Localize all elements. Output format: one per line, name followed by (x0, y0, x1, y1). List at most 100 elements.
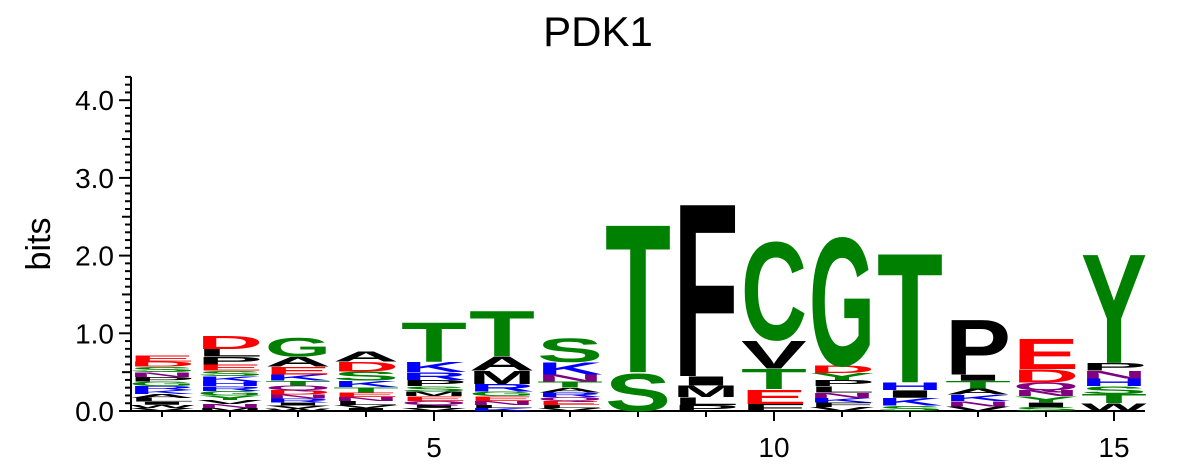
logo-letter-h: H (1081, 376, 1147, 388)
y-axis-label: bits (20, 218, 58, 271)
y-tick-label: 1.0 (75, 318, 114, 349)
logo-letter-k: K (945, 393, 1011, 403)
logo-letter-s: S (605, 362, 671, 422)
logo-letter-w: W (265, 408, 331, 412)
logo-letter-y: Y (1081, 221, 1147, 397)
x-tick-label: 15 (1098, 432, 1129, 463)
logo-letter-a: A (129, 393, 195, 399)
logo-letter-s: S (333, 369, 399, 383)
logo-letter-v: V (129, 407, 195, 412)
logo-letter-s: S (1081, 384, 1147, 396)
y-tick-label: 3.0 (75, 163, 114, 194)
x-tick-label: 5 (426, 432, 442, 463)
logo-letter-d: D (333, 359, 399, 375)
y-tick-label: 2.0 (75, 241, 114, 272)
logo-letter-f: F (741, 402, 807, 413)
logo-letter-e: E (1013, 331, 1079, 379)
logo-letter-f: F (809, 401, 875, 408)
logo-letter-i: I (673, 374, 739, 388)
logo-letter-l: L (673, 395, 739, 407)
logo-letter-t: T (401, 311, 467, 374)
logo-letter-l: L (197, 347, 263, 359)
logo-letter-a: A (945, 387, 1011, 397)
logo-letter-k: K (537, 359, 603, 378)
logo-letter-g: G (809, 201, 875, 405)
logo-letter-s: S (537, 331, 603, 370)
logo-letter-r: R (469, 382, 535, 394)
logo-letter-e: E (537, 400, 603, 406)
logo-letter-n: N (129, 371, 195, 378)
logo-letter-c: C (741, 214, 807, 370)
logo-letter-n: N (197, 403, 263, 409)
logo-letter-k: K (129, 389, 195, 395)
logo-letter-l: L (333, 400, 399, 406)
logo-letter-k: K (197, 375, 263, 384)
logo-letter-s: S (197, 369, 263, 378)
logo-letter-l: L (129, 397, 195, 403)
logo-letter-t: T (741, 363, 807, 396)
logo-letter-v: V (945, 405, 1011, 412)
logo-letter-g: G (265, 333, 331, 363)
logo-letter-n: N (537, 373, 603, 384)
y-tick-label: 4.0 (75, 85, 114, 116)
logo-letter-m: M (673, 383, 739, 401)
logo-letter-y: Y (197, 394, 263, 401)
logo-letter-e: E (333, 391, 399, 398)
logo-letter-e: E (469, 395, 535, 402)
logo-letter-t: T (877, 216, 943, 423)
logo-letter-v: V (197, 399, 263, 405)
logo-letter-k: K (265, 373, 331, 383)
logo-letter-t: T (945, 379, 1011, 391)
logo-letter-l: L (537, 404, 603, 409)
logo-letter-t: T (333, 386, 399, 394)
logo-letter-y: Y (809, 371, 875, 382)
logo-letter-q: Q (265, 384, 331, 391)
logo-letter-k: K (333, 379, 399, 389)
logo-letter-f: F (673, 152, 739, 429)
logo-letter-g: G (129, 380, 195, 387)
logo-letter-t: T (469, 297, 535, 370)
logo-letter-i: I (877, 388, 943, 400)
logo-letter-m: M (469, 368, 535, 388)
y-axis: 0.0 1.0 2.0 3.0 4.0 (75, 75, 132, 427)
logo-letter-v: V (537, 407, 603, 412)
logo-letter-e: E (129, 353, 195, 363)
logo-letter-v: V (809, 406, 875, 412)
logo-letter-p: P (1081, 361, 1147, 373)
logo-letter-g: G (197, 390, 263, 397)
logo-letter-v: V (741, 332, 807, 377)
logo-letter-p: P (197, 355, 263, 367)
logo-letter-r: R (265, 398, 331, 404)
logo-letter-r: R (197, 385, 263, 392)
logo-column-8: ST (605, 179, 671, 422)
logo-letter-m: M (197, 407, 263, 412)
logo-letter-d: D (197, 332, 263, 353)
logo-letter-e: E (265, 365, 331, 377)
logo-letter-q: Q (537, 396, 603, 402)
logo-letter-t: T (265, 380, 331, 387)
logo-letter-w: W (129, 404, 195, 409)
logo-letter-d: D (129, 360, 195, 369)
logo-letter-s: S (1013, 406, 1079, 412)
logo-letter-n: N (469, 400, 535, 406)
logo-letter-v: V (333, 404, 399, 409)
logo-letter-d: D (1013, 366, 1079, 387)
logo-letter-a: A (265, 354, 331, 370)
logo-letter-y: Y (1013, 395, 1079, 405)
logo-letter-h: H (197, 380, 263, 387)
logo-letter-p: P (673, 403, 739, 413)
logo-letter-w: W (1081, 401, 1147, 413)
logo-letter-i: I (401, 404, 467, 409)
logo-letter-d: D (265, 389, 331, 396)
logo-letter-r: R (537, 391, 603, 398)
logo-letter-n: N (1081, 369, 1147, 381)
logo-letter-q: Q (1013, 380, 1079, 392)
